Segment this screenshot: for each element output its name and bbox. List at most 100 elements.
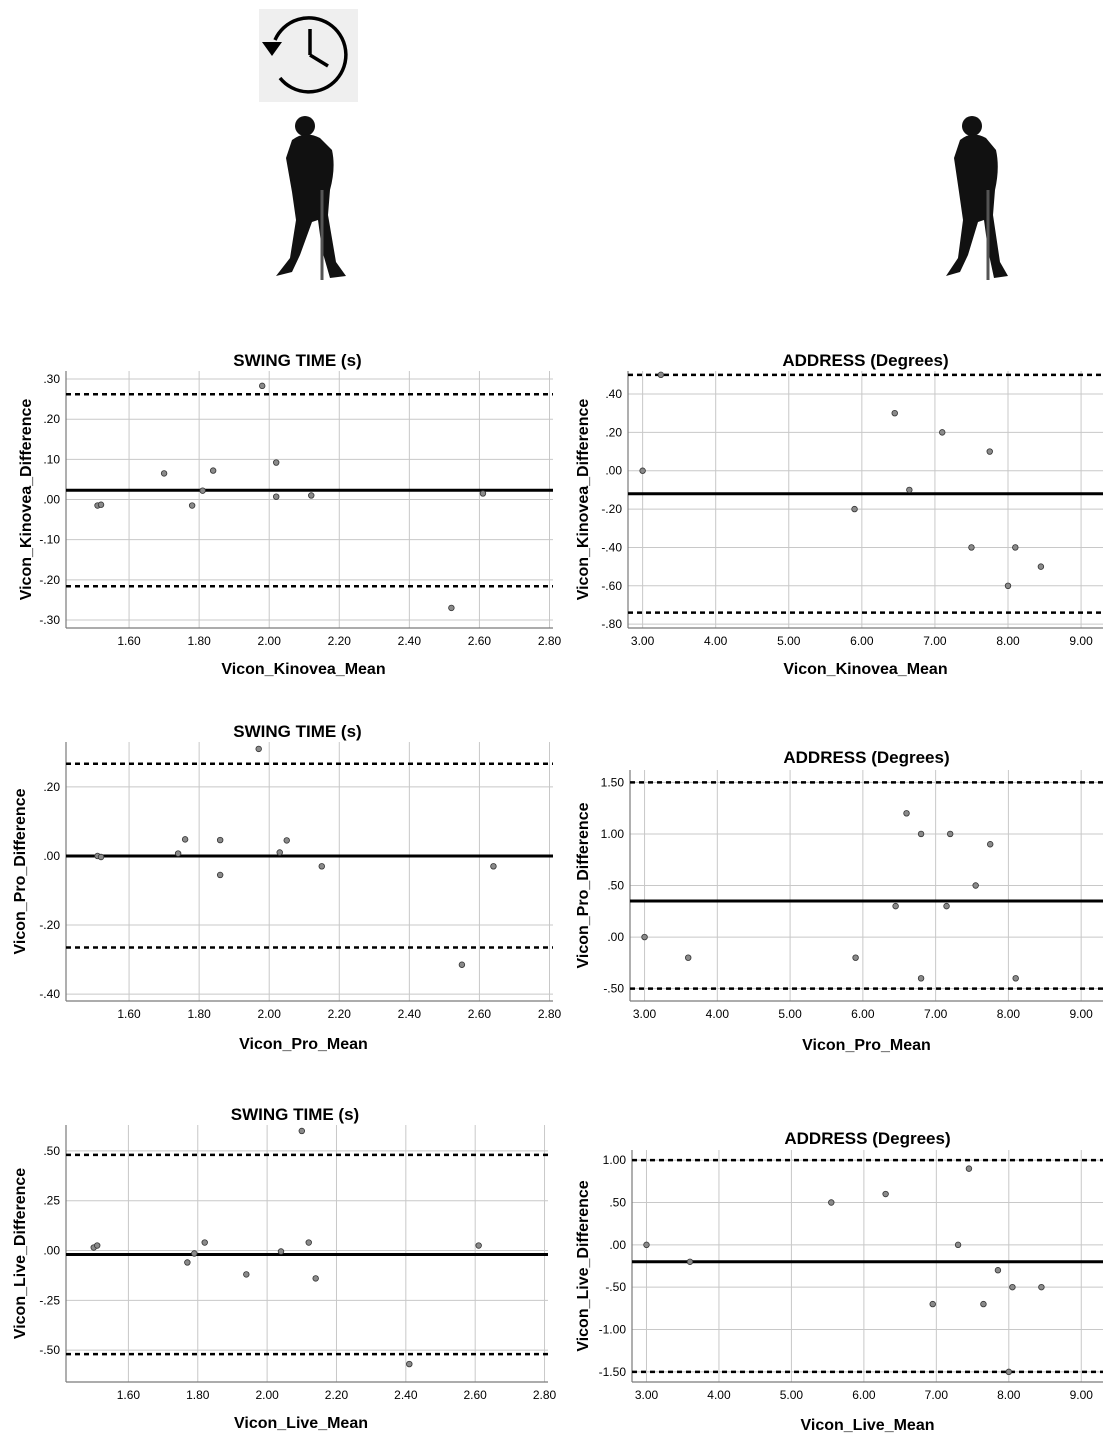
chart-panel: 3.00 4.00 5.00 6.00 7.00 8.00 9.00.40.20.00-.2… bbox=[575, 351, 1103, 678]
y-tick-label: .00 bbox=[43, 1244, 60, 1258]
y-tick-label: .00 bbox=[607, 930, 624, 944]
y-axis-label: Vicon_Live_Difference bbox=[12, 1168, 29, 1339]
data-point bbox=[175, 851, 181, 857]
y-tick-label: .25 bbox=[43, 1194, 60, 1208]
x-tick-label: 2.40 bbox=[398, 634, 422, 648]
data-point bbox=[459, 962, 465, 968]
data-point bbox=[480, 491, 486, 497]
data-point bbox=[892, 410, 898, 416]
data-point bbox=[907, 487, 913, 493]
x-tick-label: 2.60 bbox=[464, 1388, 488, 1402]
chart-panel: 1.60 1.80 2.00 2.20 2.40 2.60 2.80 .30 .20 .10 .00… bbox=[18, 351, 561, 678]
x-tick-label: 3.00 bbox=[635, 1388, 659, 1402]
y-tick-label: -.10 bbox=[39, 533, 60, 547]
y-tick-label: .50 bbox=[607, 879, 624, 893]
chart-title: ADDRESS (Degrees) bbox=[784, 1129, 950, 1148]
data-point bbox=[256, 746, 262, 752]
x-tick-label: 9.00 bbox=[1069, 1007, 1093, 1021]
chart-title: SWING TIME (s) bbox=[231, 1105, 359, 1124]
data-point bbox=[987, 841, 993, 847]
x-tick-label: 7.00 bbox=[924, 1007, 948, 1021]
data-point bbox=[640, 468, 646, 474]
data-point bbox=[893, 903, 899, 909]
x-tick-label: 4.00 bbox=[706, 1007, 730, 1021]
y-tick-label: -1.00 bbox=[599, 1323, 627, 1337]
data-point bbox=[1005, 583, 1011, 589]
data-point bbox=[658, 372, 664, 378]
y-tick-label: .00 bbox=[43, 493, 60, 507]
x-tick-label: 9.00 bbox=[1070, 1388, 1094, 1402]
data-point bbox=[1013, 976, 1019, 982]
data-point bbox=[189, 503, 195, 509]
data-point bbox=[406, 1361, 412, 1367]
y-tick-label: -.40 bbox=[601, 540, 622, 554]
x-tick-label: 2.80 bbox=[538, 1007, 562, 1021]
x-tick-label: 6.00 bbox=[852, 1388, 876, 1402]
data-point bbox=[918, 976, 924, 982]
y-tick-label: 1.50 bbox=[601, 775, 625, 789]
y-tick-label: -.25 bbox=[39, 1293, 60, 1307]
data-point bbox=[939, 430, 945, 436]
x-tick-label: 5.00 bbox=[780, 1388, 804, 1402]
x-tick-label: 6.00 bbox=[850, 634, 874, 648]
chart-title: ADDRESS (Degrees) bbox=[783, 748, 949, 767]
data-point bbox=[319, 864, 325, 870]
data-point bbox=[182, 837, 188, 843]
data-point bbox=[161, 471, 167, 477]
x-tick-label: 6.00 bbox=[851, 1007, 875, 1021]
data-point bbox=[955, 1242, 961, 1248]
y-axis-label: Vicon_Pro_Difference bbox=[575, 802, 592, 968]
x-tick-label: 1.60 bbox=[117, 1388, 141, 1402]
data-point bbox=[94, 1243, 100, 1249]
data-point bbox=[259, 383, 265, 389]
chart-title: SWING TIME (s) bbox=[233, 351, 361, 370]
data-point bbox=[449, 605, 455, 611]
x-axis-label: Vicon_Kinovea_Mean bbox=[221, 661, 385, 678]
y-tick-label: -.50 bbox=[39, 1343, 60, 1357]
data-point bbox=[969, 545, 975, 551]
y-tick-label: .40 bbox=[605, 387, 622, 401]
x-tick-label: 1.80 bbox=[187, 1007, 211, 1021]
x-axis-label: Vicon_Live_Mean bbox=[234, 1415, 368, 1432]
y-axis-label: Vicon_Pro_Difference bbox=[12, 788, 29, 954]
data-point bbox=[284, 838, 290, 844]
data-point bbox=[299, 1128, 305, 1134]
data-point bbox=[918, 831, 924, 837]
y-tick-label: -1.50 bbox=[599, 1365, 627, 1379]
data-point bbox=[644, 1242, 650, 1248]
x-axis-label: Vicon_Pro_Mean bbox=[802, 1037, 931, 1054]
data-point bbox=[185, 1260, 191, 1266]
y-tick-label: -.50 bbox=[603, 982, 624, 996]
y-tick-label: .30 bbox=[43, 372, 60, 386]
x-tick-label: 2.80 bbox=[538, 634, 562, 648]
x-tick-label: 4.00 bbox=[704, 634, 728, 648]
x-axis-label: Vicon_Kinovea_Mean bbox=[783, 661, 947, 678]
data-point bbox=[273, 494, 279, 500]
data-point bbox=[306, 1240, 312, 1246]
x-tick-label: 3.00 bbox=[631, 634, 655, 648]
x-tick-label: 2.20 bbox=[328, 634, 352, 648]
y-tick-label: -.20 bbox=[39, 573, 60, 587]
data-point bbox=[244, 1272, 250, 1278]
data-point bbox=[313, 1276, 319, 1282]
data-point bbox=[1039, 1284, 1045, 1290]
x-tick-label: 3.00 bbox=[633, 1007, 657, 1021]
data-point bbox=[491, 864, 497, 870]
y-tick-label: -.50 bbox=[605, 1280, 626, 1294]
x-tick-label: 7.00 bbox=[925, 1388, 949, 1402]
data-point bbox=[883, 1191, 889, 1197]
x-tick-label: 2.20 bbox=[328, 1007, 352, 1021]
data-point bbox=[947, 831, 953, 837]
y-tick-label: -.40 bbox=[39, 987, 60, 1001]
chart-panel: 1.60 1.80 2.00 2.20 2.40 2.60 2.80 .50 .25 .00 -.2… bbox=[12, 1105, 557, 1432]
data-point bbox=[1013, 545, 1019, 551]
x-tick-label: 8.00 bbox=[996, 634, 1020, 648]
data-point bbox=[995, 1267, 1001, 1273]
y-tick-label: .00 bbox=[43, 849, 60, 863]
x-tick-label: 2.40 bbox=[394, 1388, 418, 1402]
chart-panel: 3.00 4.00 5.00 6.00 7.00 8.00 9.00 1.50 1.00 .50.… bbox=[575, 748, 1103, 1054]
data-point bbox=[973, 883, 979, 889]
data-point bbox=[904, 811, 910, 817]
y-tick-label: .10 bbox=[43, 452, 60, 466]
y-tick-label: .50 bbox=[609, 1195, 626, 1209]
